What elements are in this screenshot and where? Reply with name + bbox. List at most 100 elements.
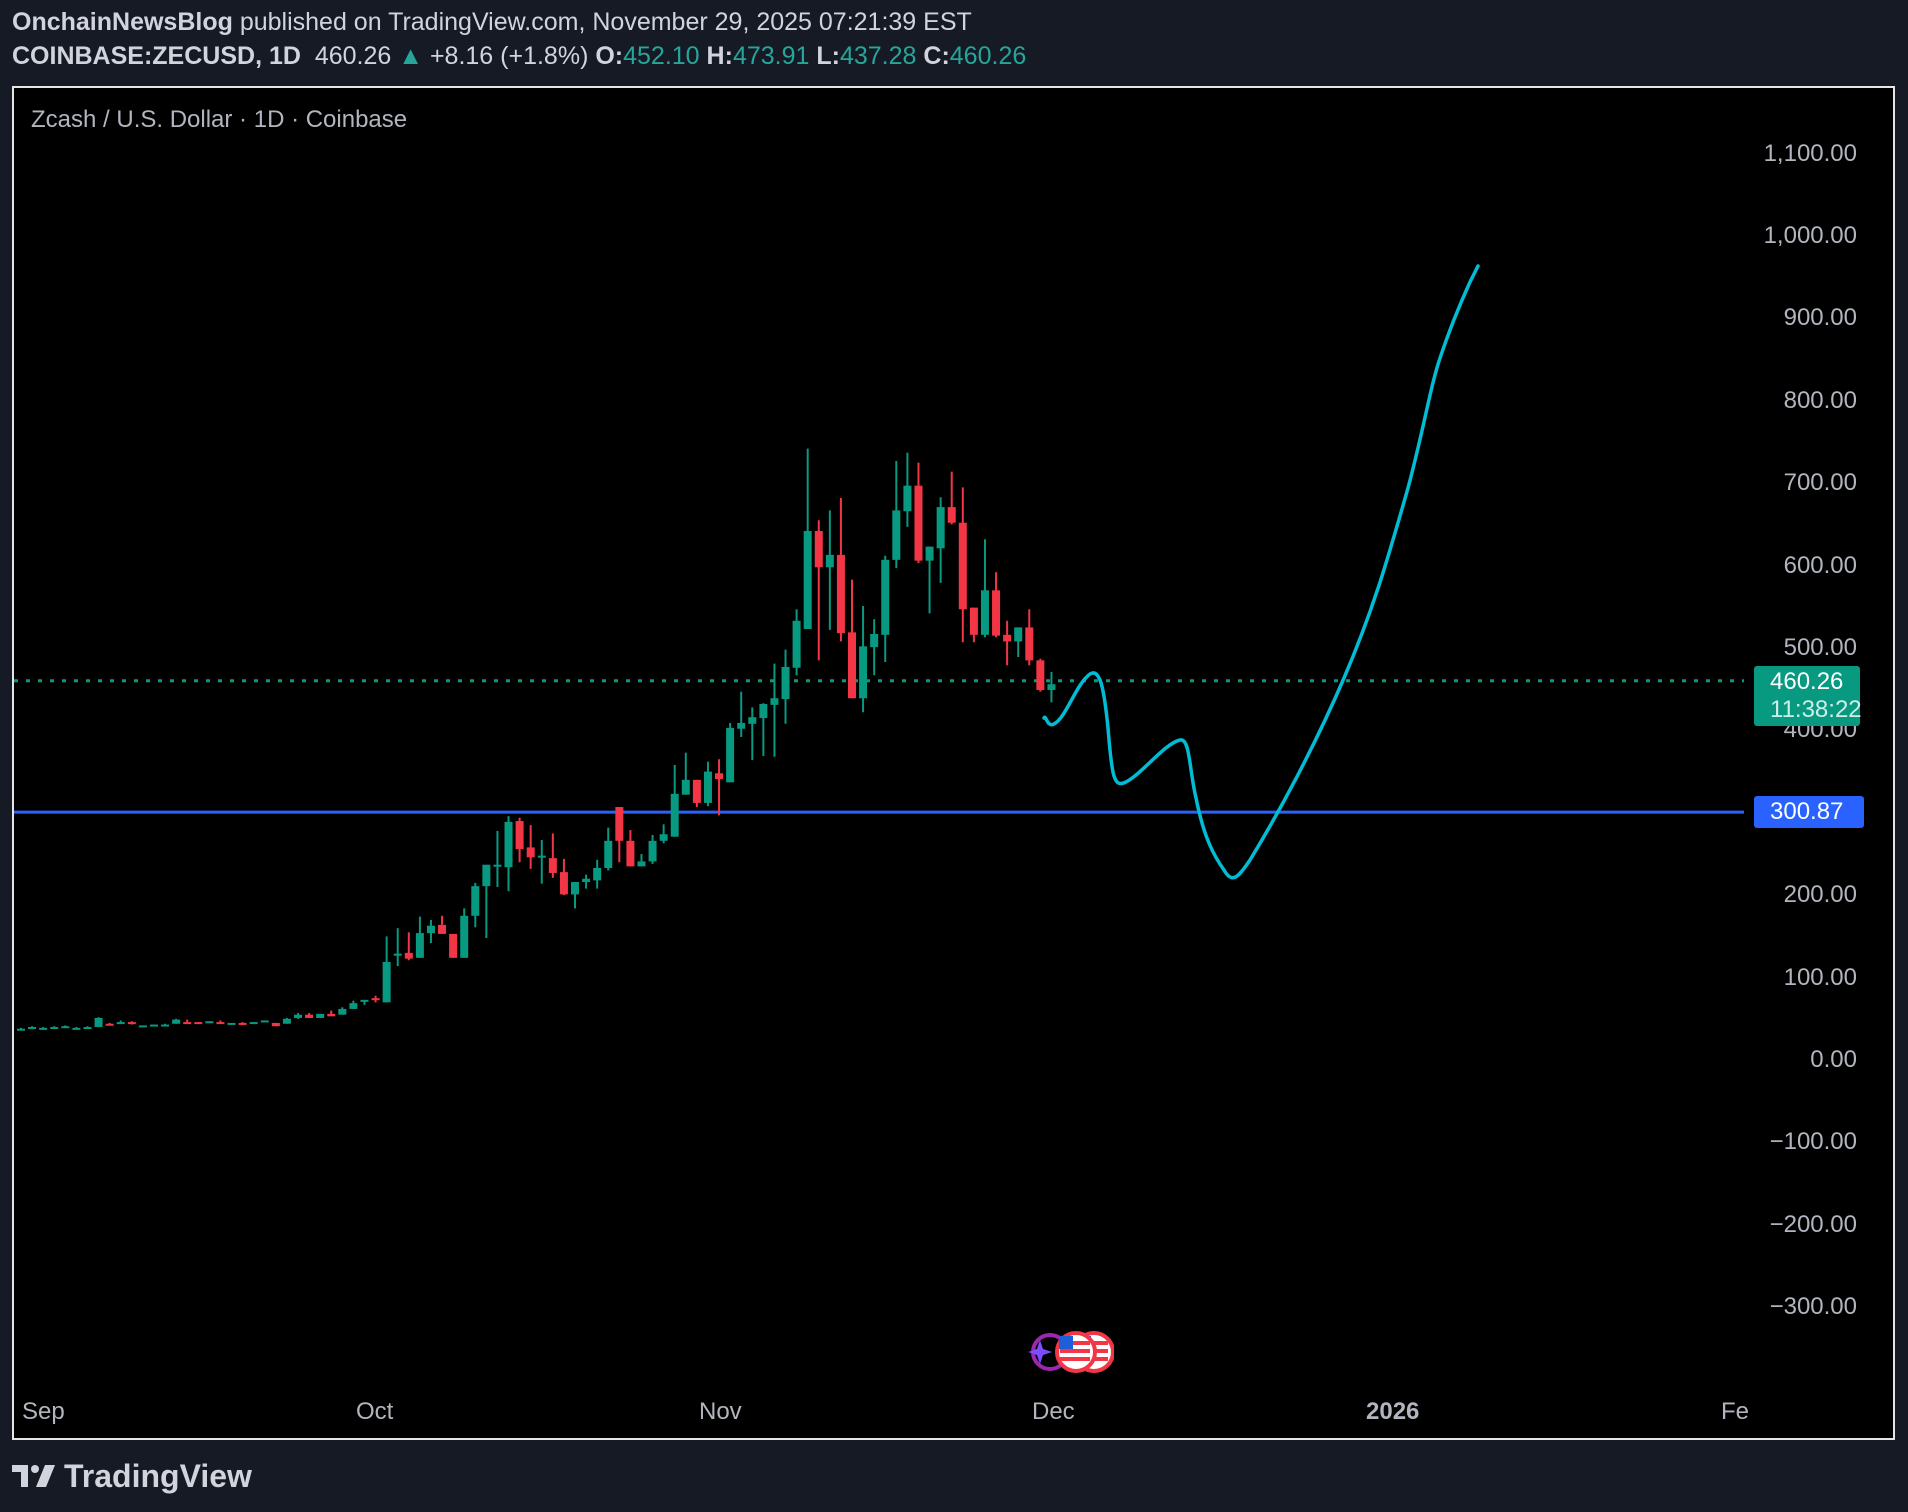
chart-pane[interactable]: Zcash / U.S. Dollar · 1D · Coinbase 1,10… [12,86,1895,1440]
candle[interactable] [216,1020,225,1025]
candle[interactable] [94,1017,103,1028]
candle[interactable] [615,807,624,863]
candle[interactable] [1003,620,1012,666]
candle[interactable] [493,830,502,887]
candle[interactable] [748,707,757,761]
candle[interactable] [72,1027,81,1030]
candle[interactable] [825,510,834,630]
candle[interactable] [737,691,746,737]
candle[interactable] [1047,671,1056,703]
candle[interactable] [172,1018,181,1024]
candle[interactable] [149,1024,158,1027]
candle[interactable] [249,1022,258,1025]
candle[interactable] [947,471,956,525]
candle[interactable] [338,1007,347,1015]
candle[interactable] [582,874,591,889]
candle[interactable] [382,936,391,1003]
candle[interactable] [914,462,923,564]
candle[interactable] [881,555,890,663]
candle[interactable] [836,498,845,642]
candle[interactable] [759,703,768,756]
candle[interactable] [992,572,1001,638]
candle[interactable] [127,1021,136,1025]
candle[interactable] [360,999,369,1005]
candle[interactable] [105,1022,114,1026]
candle[interactable] [39,1027,48,1030]
candle[interactable] [1025,609,1034,666]
candle[interactable] [537,839,546,884]
us-flag-event-icon[interactable] [1055,1331,1097,1373]
candle[interactable] [271,1022,280,1027]
candle[interactable] [305,1013,314,1018]
candle[interactable] [726,722,735,783]
candle[interactable] [903,452,912,527]
candle[interactable] [205,1021,214,1024]
candle[interactable] [870,619,879,676]
candle[interactable] [936,497,945,583]
candlestick-plot[interactable] [14,88,1895,1440]
candle[interactable] [50,1026,59,1030]
candle[interactable] [482,864,491,939]
candle[interactable] [471,882,480,928]
candle[interactable] [559,858,568,896]
candle[interactable] [803,448,812,630]
candle[interactable] [692,779,701,808]
candle[interactable] [670,765,679,837]
candle[interactable] [526,825,535,869]
candle[interactable] [571,882,579,909]
candle[interactable] [1014,627,1023,658]
candle[interactable] [681,752,690,795]
candle[interactable] [770,663,779,757]
candle[interactable] [194,1022,203,1025]
candle[interactable] [460,908,469,958]
candle[interactable] [116,1020,125,1025]
candle[interactable] [703,761,712,807]
candle[interactable] [958,487,967,643]
candle[interactable] [161,1023,170,1027]
candle[interactable] [593,859,602,889]
candle[interactable] [227,1022,236,1025]
candle[interactable] [371,995,380,1003]
candle[interactable] [282,1017,291,1024]
candle[interactable] [260,1020,269,1023]
candle[interactable] [604,827,613,871]
candle[interactable] [17,1027,25,1031]
candle[interactable] [504,816,513,892]
candle[interactable] [327,1010,336,1017]
candle[interactable] [637,854,646,867]
candle[interactable] [848,579,856,699]
tradingview-logo[interactable]: TradingView [12,1456,252,1496]
candle[interactable] [404,932,413,961]
candle[interactable] [781,649,790,724]
candle[interactable] [792,609,801,676]
candle[interactable] [969,607,978,643]
candle[interactable] [515,817,524,863]
candle[interactable] [438,915,447,934]
candle[interactable] [715,759,724,816]
candle[interactable] [892,460,901,569]
candle[interactable] [415,916,424,958]
candle[interactable] [349,1000,358,1009]
candle[interactable] [138,1025,147,1028]
candle[interactable] [648,835,657,864]
candle[interactable] [426,919,435,943]
candle[interactable] [925,546,934,614]
candle[interactable] [61,1025,70,1029]
candle[interactable] [659,824,668,844]
candle[interactable] [1036,658,1045,692]
candle[interactable] [980,539,989,638]
candle[interactable] [294,1013,302,1019]
candle[interactable] [238,1022,247,1025]
candle[interactable] [859,605,868,713]
candle[interactable] [449,933,458,958]
candle[interactable] [316,1013,325,1018]
candle[interactable] [814,520,823,661]
event-icons[interactable] [1014,1322,1114,1382]
candle[interactable] [83,1026,92,1030]
candle[interactable] [183,1019,192,1025]
candle[interactable] [28,1026,37,1030]
candle[interactable] [548,833,557,878]
forecast-drawing[interactable] [1042,264,1480,880]
candle[interactable] [393,928,402,967]
candle[interactable] [626,830,635,867]
